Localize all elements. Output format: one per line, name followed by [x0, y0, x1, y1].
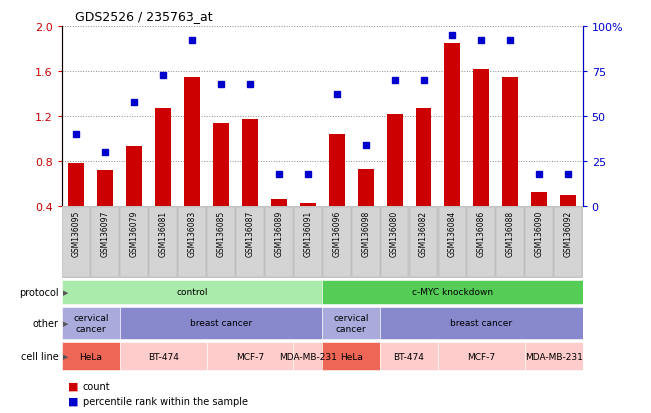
Bar [381, 208, 408, 278]
Bar [294, 208, 322, 278]
Text: MDA-MB-231: MDA-MB-231 [279, 352, 337, 361]
Text: MDA-MB-231: MDA-MB-231 [525, 352, 583, 361]
Text: GSM136084: GSM136084 [448, 210, 457, 256]
Text: GSM136086: GSM136086 [477, 210, 486, 256]
Bar [380, 307, 583, 339]
Text: GSM136098: GSM136098 [361, 210, 370, 256]
Text: BT-474: BT-474 [148, 352, 178, 361]
Text: GSM136081: GSM136081 [159, 210, 167, 256]
Text: GSM136083: GSM136083 [187, 210, 197, 256]
Bar [387, 114, 402, 206]
Text: protocol: protocol [19, 287, 59, 297]
Bar [323, 208, 351, 278]
Bar [120, 342, 206, 370]
Text: GSM136079: GSM136079 [130, 210, 139, 256]
Text: GSM136085: GSM136085 [217, 210, 225, 256]
Bar [525, 342, 583, 370]
Text: percentile rank within the sample: percentile rank within the sample [83, 396, 247, 406]
Text: BT-474: BT-474 [394, 352, 424, 361]
Text: cervical
cancer: cervical cancer [73, 313, 109, 333]
Text: GSM136082: GSM136082 [419, 210, 428, 256]
Bar [445, 44, 460, 206]
Text: count: count [83, 381, 110, 391]
Bar [380, 342, 438, 370]
Bar [62, 342, 120, 370]
Bar [497, 208, 524, 278]
Bar [271, 200, 287, 206]
Text: GSM136096: GSM136096 [332, 210, 341, 256]
Text: GDS2526 / 235763_at: GDS2526 / 235763_at [75, 10, 212, 23]
FancyBboxPatch shape [62, 206, 583, 279]
Text: MCF-7: MCF-7 [467, 352, 495, 361]
Bar [525, 208, 553, 278]
Text: ■: ■ [68, 396, 79, 406]
Text: GSM136087: GSM136087 [245, 210, 255, 256]
Bar [438, 342, 525, 370]
Bar [561, 195, 576, 206]
Bar [265, 208, 293, 278]
Bar [300, 203, 316, 206]
Bar [322, 307, 380, 339]
Text: HeLa: HeLa [340, 352, 363, 361]
Bar [503, 77, 518, 206]
Text: ■: ■ [68, 381, 79, 391]
Text: GSM136091: GSM136091 [303, 210, 312, 256]
Bar [236, 208, 264, 278]
Bar [149, 208, 177, 278]
Bar [178, 208, 206, 278]
Text: GSM136092: GSM136092 [564, 210, 573, 256]
Bar [62, 208, 90, 278]
Text: other: other [33, 318, 59, 328]
Bar [242, 120, 258, 206]
Bar [531, 193, 547, 206]
Bar [62, 280, 322, 304]
Bar [184, 77, 200, 206]
Bar [213, 123, 229, 206]
Bar [554, 208, 582, 278]
Bar [68, 164, 84, 206]
Text: cervical
cancer: cervical cancer [333, 313, 369, 333]
Bar [409, 208, 437, 278]
Bar [206, 342, 294, 370]
Bar [155, 109, 171, 206]
Bar [352, 208, 380, 278]
Text: control: control [176, 288, 208, 297]
Bar [294, 342, 322, 370]
Bar [120, 208, 148, 278]
Bar [207, 208, 235, 278]
Text: GSM136095: GSM136095 [72, 210, 81, 256]
Bar [126, 147, 142, 206]
Text: breast cancer: breast cancer [190, 319, 252, 328]
Text: GSM136089: GSM136089 [274, 210, 283, 256]
Text: ▶: ▶ [62, 353, 68, 359]
Bar [120, 307, 322, 339]
Text: GSM136097: GSM136097 [101, 210, 110, 256]
Bar [415, 109, 432, 206]
Text: ▶: ▶ [62, 320, 68, 326]
Bar [439, 208, 466, 278]
Text: GSM136088: GSM136088 [506, 210, 515, 256]
Text: cell line: cell line [21, 351, 59, 361]
Bar [322, 280, 583, 304]
Text: GSM136080: GSM136080 [390, 210, 399, 256]
Text: MCF-7: MCF-7 [236, 352, 264, 361]
Bar [329, 135, 344, 206]
Bar [473, 69, 490, 206]
Text: ▶: ▶ [62, 289, 68, 295]
Text: c-MYC knockdown: c-MYC knockdown [412, 288, 493, 297]
Bar [322, 342, 380, 370]
Bar [357, 169, 374, 206]
Text: GSM136090: GSM136090 [534, 210, 544, 256]
Bar [91, 208, 119, 278]
Bar [467, 208, 495, 278]
Text: breast cancer: breast cancer [450, 319, 512, 328]
Bar [97, 171, 113, 206]
Bar [62, 307, 120, 339]
Text: HeLa: HeLa [79, 352, 102, 361]
